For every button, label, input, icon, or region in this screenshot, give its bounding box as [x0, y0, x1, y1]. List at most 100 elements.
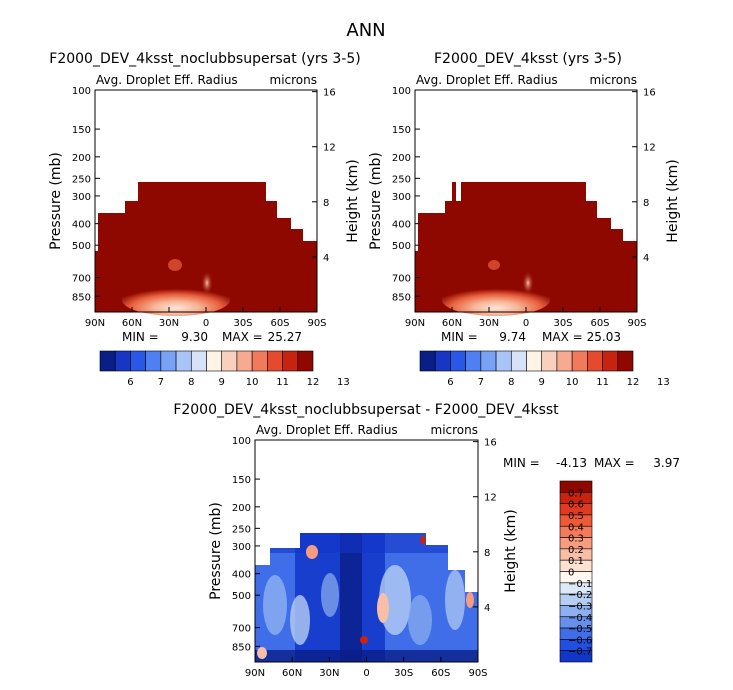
- height-tick-label: 12: [323, 143, 336, 154]
- colorbar-label: 9: [539, 377, 545, 388]
- latitude-tick-label: 90S: [468, 668, 487, 679]
- colorbar-label: −0.1: [568, 579, 592, 590]
- colorbar-swatch: [99, 350, 116, 372]
- pressure-tick-label: 500: [392, 241, 411, 252]
- colorbar-swatch: [160, 350, 177, 372]
- colorbar-label: −0.2: [568, 590, 592, 601]
- panel-2-max-value: 25.03: [587, 330, 621, 344]
- panel-3-ylabel-right: Height (km): [503, 509, 519, 592]
- colorbar-label: 8: [508, 377, 514, 388]
- colorbar-label: −0.3: [568, 601, 592, 612]
- colorbar-swatch: [434, 350, 451, 372]
- colorbar-swatch: [526, 350, 543, 372]
- panel-3-max-label: MAX =: [594, 456, 635, 470]
- panel-1-y-axis: 100 150 200 250 300 400 500 700 850: [72, 86, 100, 303]
- colorbar-swatch: [617, 350, 634, 372]
- colorbar-label: −0.4: [568, 613, 592, 624]
- pressure-tick-label: 300: [392, 192, 411, 203]
- colorbar-swatch: [556, 350, 573, 372]
- pressure-tick-label: 700: [72, 274, 91, 285]
- pressure-tick-label: 250: [72, 174, 91, 185]
- panel-1-subtitle-left: Avg. Droplet Eff. Radius: [96, 73, 238, 87]
- panel-2-ylabel: Pressure (mb): [368, 152, 384, 250]
- panel-1-height-axis: 16 12 8 4: [312, 88, 336, 264]
- colorbar-swatch: [602, 350, 619, 372]
- latitude-tick-label: 60S: [431, 668, 450, 679]
- pressure-tick-label: 700: [232, 624, 251, 635]
- pressure-tick-label: 400: [72, 220, 91, 231]
- panel-1-subtitle-right: microns: [270, 73, 318, 87]
- colorbar-swatch: [419, 350, 436, 372]
- latitude-tick-label: 60N: [122, 318, 142, 329]
- latitude-tick-label: 60S: [590, 318, 609, 329]
- colorbar-label: 7: [158, 377, 164, 388]
- colorbar-label: 0.5: [568, 511, 584, 522]
- panel-2-low-radius-region: [442, 284, 550, 316]
- pressure-tick-label: 850: [392, 292, 411, 303]
- panel-2-y-axis: 100 150 200 250 300 400 500 700 850: [392, 86, 420, 303]
- panel-1-x-axis: 90N 60N 30N 0 30S 60S 90S: [85, 307, 327, 329]
- colorbar-swatch: [571, 350, 588, 372]
- panel-3-subtitle-left: Avg. Droplet Eff. Radius: [256, 423, 398, 437]
- panel-3-min-label: MIN =: [503, 456, 540, 470]
- colorbar-label: −0.7: [568, 647, 592, 658]
- height-tick-label: 8: [484, 548, 490, 559]
- latitude-tick-label: 30S: [233, 318, 252, 329]
- panel-1-spot-midlat: [168, 259, 182, 271]
- colorbar-label: 6: [447, 377, 453, 388]
- panel-1-ylabel: Pressure (mb): [48, 152, 64, 250]
- latitude-tick-label: 90N: [245, 668, 265, 679]
- pressure-tick-label: 100: [232, 436, 251, 447]
- colorbar-swatch: [559, 650, 593, 663]
- panel-1-low-radius-region: [122, 284, 230, 316]
- panel-2-field: [415, 182, 637, 312]
- pressure-tick-label: 500: [232, 591, 251, 602]
- latitude-tick-label: 0: [203, 318, 209, 329]
- panel-1-title: F2000_DEV_4ksst_noclubbsupersat (yrs 3-5…: [49, 51, 360, 67]
- panel-2: F2000_DEV_4ksst (yrs 3-5) Avg. Droplet E…: [368, 51, 681, 388]
- panel-1-spot-tropics: [201, 271, 213, 295]
- colorbar-label: 0.7: [568, 488, 584, 499]
- panel-1-colorbar: 6 7 8 9 10 11 12 13: [99, 350, 350, 388]
- pressure-tick-label: 250: [232, 524, 251, 535]
- pressure-tick-label: 150: [232, 475, 251, 486]
- panel-3-subtitle-right: microns: [431, 423, 479, 437]
- height-tick-label: 12: [484, 493, 497, 504]
- pressure-tick-label: 200: [392, 153, 411, 164]
- colorbar-swatch: [190, 350, 207, 372]
- panel-3-y-axis: 100 150 200 250 300 400 500 700 850: [232, 436, 260, 653]
- height-tick-label: 12: [643, 143, 656, 154]
- panel-2-max-label: MAX =: [542, 330, 583, 344]
- panel-2-spot-midlat: [488, 260, 500, 270]
- pressure-tick-label: 100: [72, 86, 91, 97]
- panel-3-min-value: -4.13: [556, 456, 587, 470]
- height-tick-label: 8: [643, 198, 649, 209]
- panel-3: F2000_DEV_4ksst_noclubbsupersat - F2000_…: [173, 402, 680, 679]
- page-title: ANN: [346, 20, 385, 41]
- panel-1-min-value: 9.30: [181, 330, 208, 344]
- colorbar-label: 0.2: [568, 545, 584, 556]
- pressure-tick-label: 150: [72, 125, 91, 136]
- panel-2-min-value: 9.74: [499, 330, 526, 344]
- latitude-tick-label: 60S: [270, 318, 289, 329]
- pressure-tick-label: 850: [232, 642, 251, 653]
- panel-3-max-value: 3.97: [653, 456, 680, 470]
- colorbar-label: −0.5: [568, 624, 592, 635]
- panel-2-height-axis: 16 12 8 4: [632, 88, 656, 264]
- colorbar-swatch: [480, 350, 497, 372]
- colorbar-label: 0.4: [568, 522, 584, 533]
- height-tick-label: 8: [323, 198, 329, 209]
- pressure-tick-label: 400: [232, 570, 251, 581]
- colorbar-label: 8: [188, 377, 194, 388]
- colorbar-label: 11: [596, 377, 609, 388]
- pressure-tick-label: 150: [392, 125, 411, 136]
- colorbar-swatch: [251, 350, 268, 372]
- colorbar-label: 12: [307, 377, 320, 388]
- pressure-tick-label: 200: [232, 503, 251, 514]
- panel-3-title: F2000_DEV_4ksst_noclubbsupersat - F2000_…: [173, 402, 559, 418]
- latitude-tick-label: 0: [363, 668, 369, 679]
- colorbar-label: 13: [657, 377, 670, 388]
- pressure-tick-label: 400: [392, 220, 411, 231]
- height-tick-label: 16: [643, 88, 656, 99]
